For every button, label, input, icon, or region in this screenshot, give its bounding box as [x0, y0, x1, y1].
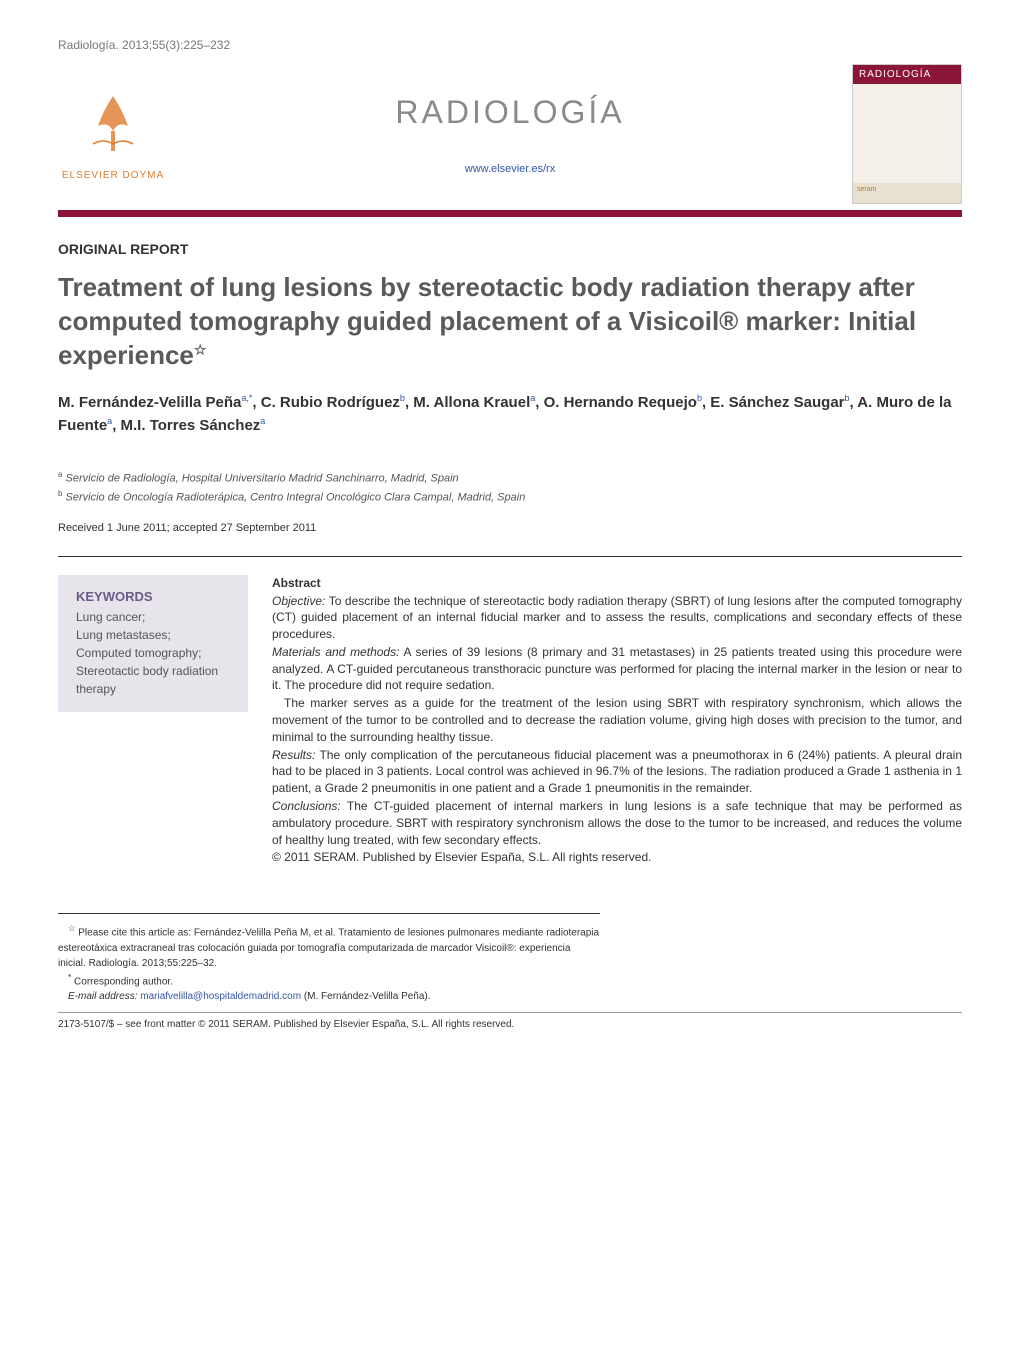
journal-title-block: RADIOLOGÍA www.elsevier.es/rx	[168, 64, 852, 204]
cover-footer: seram	[853, 183, 961, 203]
affiliations: a Servicio de Radiología, Hospital Unive…	[58, 469, 962, 505]
footnote-corresponding: * Corresponding author.	[58, 971, 600, 989]
cover-title: RADIOLOGÍA	[853, 65, 961, 84]
abstract-copyright: © 2011 SERAM. Published by Elsevier Espa…	[272, 850, 651, 864]
objective-text: To describe the technique of stereotacti…	[272, 594, 962, 642]
abstract-label: Abstract	[272, 576, 321, 590]
keywords-box: KEYWORDS Lung cancer;Lung metastases;Com…	[58, 575, 248, 712]
methods-label: Materials and methods:	[272, 645, 399, 659]
publisher-logo: ELSEVIER DOYMA	[58, 64, 168, 204]
journal-cover-thumbnail: RADIOLOGÍA seram	[852, 64, 962, 204]
conclusions-label: Conclusions:	[272, 799, 341, 813]
keywords-heading: KEYWORDS	[76, 589, 230, 604]
methods-text-2: The marker serves as a guide for the tre…	[272, 696, 962, 744]
results-text: The only complication of the percutaneou…	[272, 748, 962, 796]
citation-line: Radiología. 2013;55(3):225–232	[58, 38, 962, 52]
conclusions-text: The CT-guided placement of internal mark…	[272, 799, 962, 847]
article-title: Treatment of lung lesions by stereotacti…	[58, 271, 962, 372]
front-matter-copyright: 2173-5107/$ – see front matter © 2011 SE…	[58, 1012, 962, 1030]
affiliation-a: a Servicio de Radiología, Hospital Unive…	[58, 469, 962, 487]
abstract-top-rule	[58, 556, 962, 557]
divider-rule	[58, 210, 962, 217]
journal-title: RADIOLOGÍA	[395, 94, 624, 131]
footnote-email: E-mail address: mariafvelilla@hospitalde…	[58, 989, 600, 1004]
journal-url[interactable]: www.elsevier.es/rx	[465, 163, 555, 175]
journal-header: ELSEVIER DOYMA RADIOLOGÍA www.elsevier.e…	[58, 64, 962, 204]
footnotes: ☆ Please cite this article as: Fernández…	[58, 913, 600, 1004]
section-label: ORIGINAL REPORT	[58, 241, 962, 257]
results-label: Results:	[272, 748, 315, 762]
keywords-list: Lung cancer;Lung metastases;Computed tom…	[76, 608, 230, 698]
article-dates: Received 1 June 2011; accepted 27 Septem…	[58, 522, 962, 534]
objective-label: Objective:	[272, 594, 325, 608]
corresponding-email-link[interactable]: mariafvelilla@hospitaldemadrid.com	[140, 991, 301, 1002]
abstract-block: KEYWORDS Lung cancer;Lung metastases;Com…	[58, 575, 962, 868]
abstract-text: Abstract Objective: To describe the tech…	[272, 575, 962, 868]
publisher-name: ELSEVIER DOYMA	[62, 170, 164, 182]
title-text: Treatment of lung lesions by stereotacti…	[58, 272, 916, 370]
affiliation-b: b Servicio de Oncología Radioterápica, C…	[58, 488, 962, 506]
footnote-cite-as: ☆ Please cite this article as: Fernández…	[58, 922, 600, 970]
elsevier-tree-icon	[73, 86, 153, 166]
title-footnote-mark: ☆	[194, 341, 207, 357]
author-list: M. Fernández-Velilla Peñaa,*, C. Rubio R…	[58, 392, 962, 437]
